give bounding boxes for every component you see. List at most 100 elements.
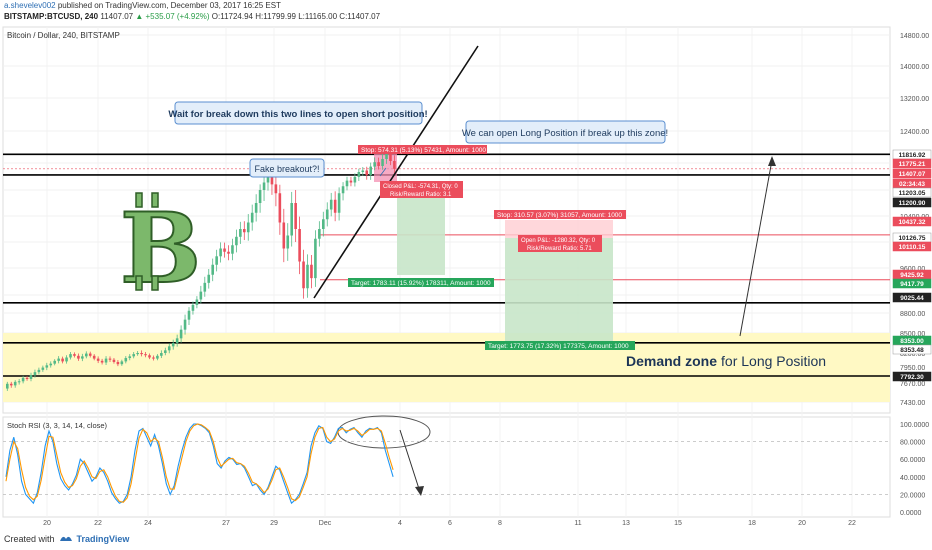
price-label-tag [892, 292, 932, 303]
price-label-tag [892, 241, 932, 252]
callout-short-text: Wait for break down this two lines to op… [168, 109, 427, 120]
candle-body [45, 365, 49, 368]
time-tick-label: 6 [448, 520, 452, 527]
candle-body [124, 358, 128, 362]
candle-body [341, 186, 345, 194]
candle-body [203, 282, 207, 292]
callout-short-box[interactable] [174, 101, 423, 125]
candle-body [385, 153, 388, 159]
candle-body [282, 222, 286, 249]
time-tick-label: 11 [574, 520, 581, 527]
candle-body [85, 353, 88, 357]
demand-zone-label-rest: for Long Position [721, 353, 826, 369]
candle-body [322, 219, 325, 229]
demand-zone-label-bold: Demand zone [626, 353, 717, 369]
price-label: 11200.90 [899, 200, 926, 207]
time-axis[interactable]: 20 22 24 27 29 Dec 4 6 8 11 13 15 18 20 22 [43, 520, 856, 527]
candle-body [290, 203, 293, 236]
short-pnl-tag [380, 181, 463, 198]
price-label: 02:34:43 [899, 181, 925, 188]
price-tick-label: 9600.00 [900, 266, 925, 273]
candle-body [270, 172, 274, 185]
candle-body [191, 304, 195, 311]
candle-body [337, 193, 341, 213]
candle-body [69, 354, 72, 358]
demand-zone [3, 333, 890, 402]
time-tick-label: 20 [798, 520, 806, 527]
price-label: 10110.15 [899, 244, 926, 251]
candle-body [258, 190, 262, 203]
symbol-label: BITSTAMP:BTCUSD, 240 [4, 12, 99, 21]
long-target-label: Target: 1773.75 (17.32%) 177375, Amount:… [488, 343, 629, 350]
arrow-down-head-icon [415, 486, 424, 496]
rsi-axis[interactable]: 100.0000 80.0000 60.0000 40.0000 20.0000 0.00… [900, 422, 929, 517]
short-stop-label: Stop: 574.31 (5.13%) 57431, Amount: 1000 [361, 147, 486, 154]
candle-body [183, 319, 187, 330]
time-tick-label: 22 [848, 520, 856, 527]
candle-body [195, 299, 199, 305]
stoch-rsi-lines [3, 423, 890, 505]
last-price: 11407.07 [100, 12, 134, 21]
candle-body [365, 170, 369, 175]
demand-zone-label: Demand zone for Long Position [626, 353, 826, 369]
price-tick-label: 7430.00 [900, 400, 925, 407]
candle-body [325, 209, 329, 220]
price-tick-label: 8500.00 [900, 331, 925, 338]
callout-long-box[interactable] [465, 120, 666, 144]
candle-body [13, 381, 17, 386]
time-tick-label: 15 [674, 520, 682, 527]
price-label-tag [892, 187, 932, 198]
bitcoin-logo-icon: B [119, 191, 202, 306]
price-label: 11816.92 [899, 152, 926, 159]
candle-body [393, 161, 396, 169]
svg-text:B: B [120, 192, 201, 305]
candle-body [144, 354, 147, 356]
candle-body [306, 264, 309, 289]
trend-line-rising[interactable] [313, 45, 479, 299]
callout-fake-box[interactable] [249, 158, 325, 178]
candle-body [136, 353, 139, 355]
created-with-text: Created with [4, 534, 55, 544]
rsi-pane-title: Stoch RSI (3, 3, 14, 14, close) [7, 421, 108, 430]
candle-body [318, 229, 321, 239]
tradingview-brand[interactable]: TradingView [76, 534, 130, 544]
candle-body [49, 363, 53, 366]
ohlc-values: O:11724.94 H:11799.99 L:11165.00 C:11407… [211, 12, 381, 21]
arrow-down-line[interactable] [399, 429, 421, 493]
tradingview-logo-icon [59, 533, 73, 545]
callout-fake-text: Fake breakout?! [254, 164, 319, 174]
price-label: 8353.00 [900, 338, 924, 345]
price-label-tag [892, 344, 932, 355]
candle-body [116, 361, 120, 365]
candle-body [29, 375, 33, 379]
long-pnl-tag [518, 235, 602, 252]
candle-body [152, 357, 155, 359]
candle-body [57, 358, 60, 361]
candle-body [294, 203, 297, 229]
candle-body [164, 350, 167, 353]
candle-body [61, 358, 64, 362]
candlesticks [6, 147, 396, 391]
candle-body [175, 338, 179, 343]
author-link[interactable]: a.shevelev002 [4, 1, 56, 10]
callout-long-text: We can open Long Position if break up th… [462, 128, 668, 139]
candle-body [211, 264, 214, 275]
candle-body [349, 180, 353, 183]
candle-body [112, 359, 116, 362]
price-label-tag [892, 278, 932, 289]
time-tick-label: 29 [270, 520, 278, 527]
price-label-tag [892, 168, 932, 179]
arrow-up-line[interactable] [739, 159, 773, 337]
candle-body [33, 372, 37, 375]
rsi-pane[interactable] [2, 416, 891, 518]
price-label: 10437.32 [898, 219, 925, 226]
time-tick-label: 27 [222, 520, 230, 527]
symbol-line: BITSTAMP:BTCUSD, 240 11407.07 ▲ +535.07 … [4, 12, 380, 21]
callout-pointer [379, 167, 387, 177]
up-arrow-icon: ▲ [135, 12, 144, 21]
time-tick-label: 4 [398, 520, 402, 527]
candle-body [148, 355, 151, 358]
price-tick-label: 7950.00 [900, 365, 925, 372]
candle-body [160, 353, 163, 356]
